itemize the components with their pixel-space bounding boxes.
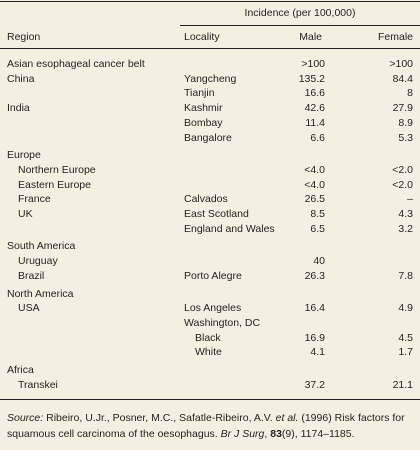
source-label: Source: bbox=[7, 412, 44, 424]
group-header: Incidence (per 100,000) bbox=[244, 7, 356, 19]
male-header: Male bbox=[299, 31, 322, 43]
source-text: et al. bbox=[275, 412, 299, 424]
region-cell: Brazil bbox=[18, 269, 45, 282]
locality-cell: Tianjin bbox=[184, 87, 215, 100]
female-cell: 5.3 bbox=[398, 131, 413, 144]
male-cell: 4.1 bbox=[310, 346, 325, 359]
source-volume: 83 bbox=[270, 428, 282, 440]
region-cell: Africa bbox=[7, 364, 34, 376]
female-cell: 8 bbox=[407, 87, 413, 100]
locality-cell: Kashmir bbox=[184, 102, 223, 115]
female-cell: 4.5 bbox=[398, 331, 413, 344]
source-text: Ribeiro, U.Jr., Posner, M.C., Safatle-Ri… bbox=[43, 412, 276, 424]
region-cell: Eastern Europe bbox=[18, 178, 91, 191]
top-rule bbox=[0, 1, 420, 2]
female-cell: 27.9 bbox=[392, 102, 413, 115]
source-text: (9), 1174–1185. bbox=[281, 428, 355, 440]
female-cell: – bbox=[407, 193, 413, 206]
locality-cell: Los Angeles bbox=[184, 302, 242, 315]
source-text: , bbox=[264, 428, 271, 440]
male-cell: 16.4 bbox=[304, 302, 325, 315]
male-cell: <4.0 bbox=[304, 163, 325, 176]
male-cell: 8.5 bbox=[310, 208, 325, 220]
female-cell: >100 bbox=[389, 58, 413, 70]
male-cell: 16.9 bbox=[304, 331, 325, 344]
male-cell: >100 bbox=[301, 58, 325, 70]
female-cell: <2.0 bbox=[392, 178, 413, 191]
locality-cell: East Scotland bbox=[184, 208, 249, 220]
region-cell: France bbox=[18, 193, 51, 206]
region-cell: Northern Europe bbox=[18, 163, 96, 176]
male-cell: 37.2 bbox=[304, 378, 325, 391]
male-cell: <4.0 bbox=[304, 178, 325, 191]
source-journal: Br J Surg bbox=[220, 428, 265, 440]
female-cell: 8.9 bbox=[398, 116, 413, 129]
locality-cell: Bombay bbox=[184, 116, 223, 129]
region-cell: Uruguay bbox=[18, 255, 58, 268]
locality-cell: White bbox=[195, 346, 222, 359]
female-cell: 7.8 bbox=[398, 269, 413, 282]
region-cell: China bbox=[7, 72, 35, 85]
region-cell: North America bbox=[7, 287, 74, 300]
female-header: Female bbox=[377, 31, 413, 43]
female-cell: 4.3 bbox=[398, 208, 413, 220]
region-header: Region bbox=[7, 31, 41, 43]
locality-header: Locality bbox=[184, 31, 220, 43]
male-cell: 42.6 bbox=[304, 102, 325, 115]
region-cell: India bbox=[7, 102, 30, 115]
locality-cell: Black bbox=[195, 331, 221, 344]
region-cell: Transkei bbox=[18, 378, 58, 391]
region-cell: South America bbox=[7, 240, 76, 253]
female-cell: 4.9 bbox=[398, 302, 413, 315]
bottom-rule bbox=[0, 399, 420, 400]
female-cell: 3.2 bbox=[398, 222, 413, 235]
male-cell: 6.6 bbox=[310, 131, 325, 144]
locality-cell: Bangalore bbox=[184, 131, 232, 144]
locality-cell: England and Wales bbox=[184, 222, 275, 235]
header-rule bbox=[0, 48, 420, 49]
source-text: (1996) Risk factors for squamous cell ca… bbox=[7, 412, 405, 440]
region-cell: Europe bbox=[7, 149, 41, 162]
male-cell: 26.5 bbox=[304, 193, 325, 206]
locality-cell: Washington, DC bbox=[184, 316, 261, 329]
male-cell: 16.6 bbox=[304, 87, 325, 100]
female-cell: 1.7 bbox=[398, 346, 413, 359]
locality-cell: Yangcheng bbox=[184, 72, 237, 85]
source-note: Source: Ribeiro, U.Jr., Posner, M.C., Sa… bbox=[7, 410, 412, 442]
male-cell: 6.5 bbox=[310, 222, 325, 235]
region-cell: USA bbox=[18, 302, 40, 315]
male-cell: 26.3 bbox=[304, 269, 325, 282]
male-cell: 135.2 bbox=[298, 72, 325, 85]
female-cell: <2.0 bbox=[392, 163, 413, 176]
region-cell: Asian esophageal cancer belt bbox=[7, 58, 145, 70]
locality-cell: Calvados bbox=[184, 193, 228, 206]
female-cell: 84.4 bbox=[392, 72, 413, 85]
locality-cell: Porto Alegre bbox=[184, 269, 242, 282]
group-rule bbox=[180, 25, 420, 26]
male-cell: 11.4 bbox=[305, 116, 325, 129]
male-cell: 40 bbox=[313, 255, 325, 268]
region-cell: UK bbox=[18, 208, 33, 220]
female-cell: 21.1 bbox=[392, 378, 413, 391]
